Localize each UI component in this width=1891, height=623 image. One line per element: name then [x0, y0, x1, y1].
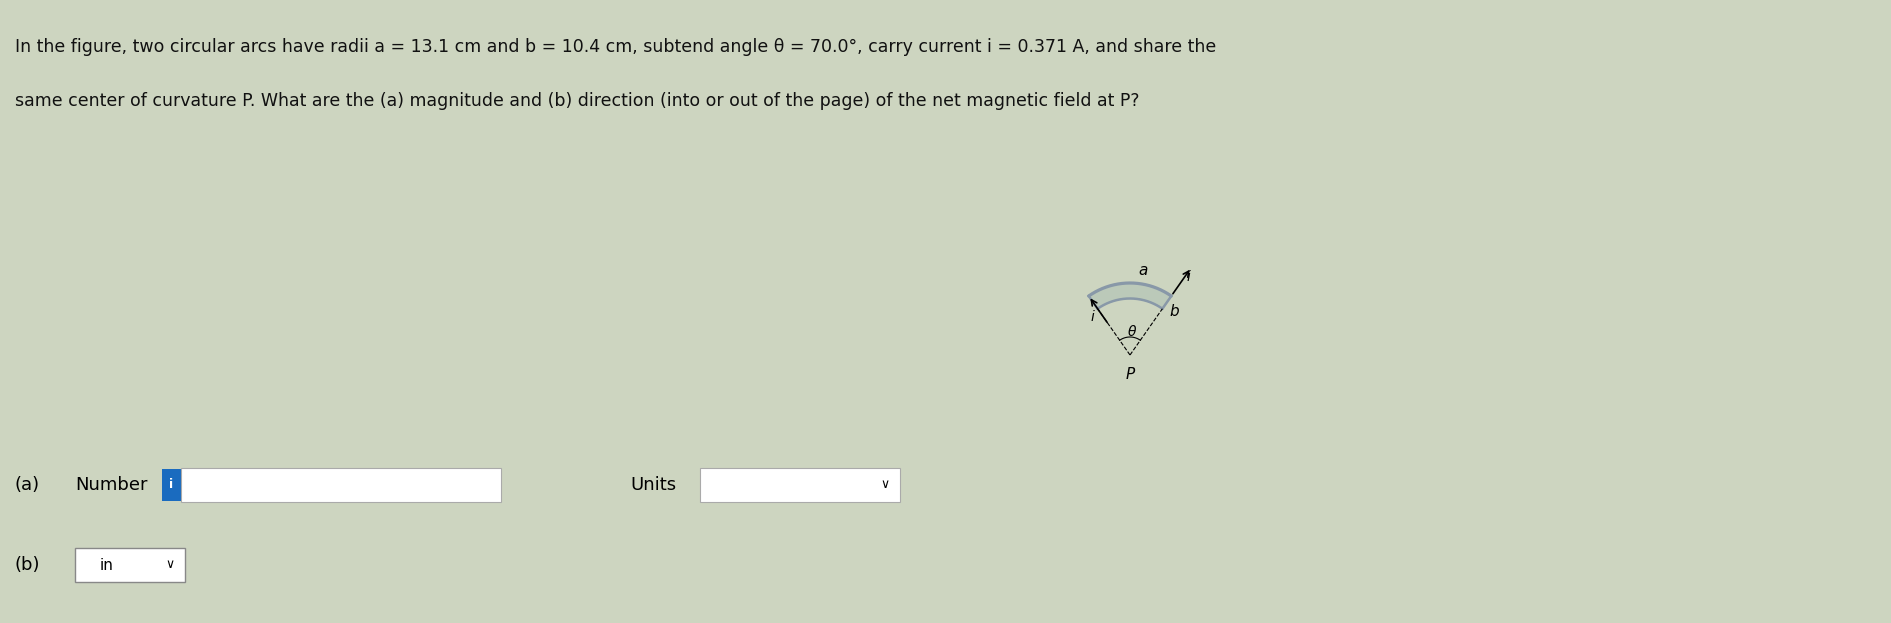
FancyBboxPatch shape	[182, 468, 501, 502]
Text: ∨: ∨	[165, 558, 174, 571]
Text: θ: θ	[1127, 325, 1136, 339]
Text: i: i	[1186, 270, 1189, 283]
Text: Units: Units	[630, 476, 677, 494]
Text: In the figure, two circular arcs have radii a = 13.1 cm and b = 10.4 cm, subtend: In the figure, two circular arcs have ra…	[15, 38, 1216, 56]
Text: a: a	[1138, 263, 1148, 278]
Text: ∨: ∨	[881, 478, 889, 492]
Text: i: i	[170, 478, 174, 492]
Polygon shape	[1089, 283, 1171, 309]
FancyBboxPatch shape	[700, 468, 900, 502]
Text: i: i	[1091, 310, 1095, 324]
Text: in: in	[100, 558, 113, 573]
FancyBboxPatch shape	[76, 548, 185, 582]
Text: (b): (b)	[15, 556, 40, 574]
FancyBboxPatch shape	[163, 469, 182, 501]
Text: (a): (a)	[15, 476, 40, 494]
Text: same center of curvature P. What are the (a) magnitude and (b) direction (into o: same center of curvature P. What are the…	[15, 92, 1140, 110]
Text: Number: Number	[76, 476, 147, 494]
Text: b: b	[1169, 304, 1178, 319]
Text: P: P	[1125, 367, 1135, 382]
